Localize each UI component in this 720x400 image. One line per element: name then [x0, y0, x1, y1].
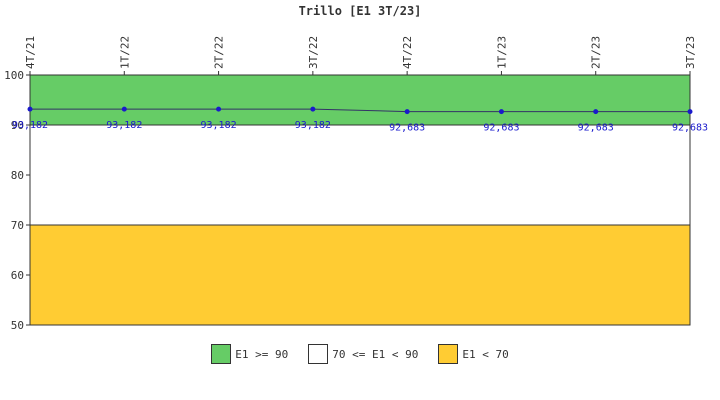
- y-tick-label-70: 70: [11, 219, 24, 232]
- point-3: [310, 106, 316, 112]
- data-label-4: 92,683: [389, 123, 425, 134]
- x-tick-label-3: 3T/22: [307, 36, 320, 69]
- legend-label-green: E1 >= 90: [235, 347, 289, 361]
- data-label-6: 92,683: [578, 123, 614, 134]
- point-4: [404, 109, 410, 115]
- legend-label-yellow: E1 < 70: [462, 347, 509, 361]
- legend-swatch-green: [211, 344, 232, 364]
- legend: E1 >= 90 70 <= E1 < 90 E1 < 70: [0, 344, 720, 364]
- y-tick-label-50: 50: [11, 319, 24, 332]
- legend-item-white: 70 <= E1 < 90: [308, 344, 418, 364]
- legend-item-green: E1 >= 90: [211, 344, 288, 364]
- x-tick-label-2: 2T/22: [213, 36, 226, 69]
- data-label-0: 93,182: [12, 120, 48, 131]
- series-line-0: [30, 108, 690, 113]
- point-1: [121, 106, 127, 112]
- point-5: [498, 109, 504, 115]
- y-tick-label-90: 90: [11, 119, 24, 132]
- x-tick-label-6: 2T/23: [590, 36, 603, 69]
- x-tick-label-5: 1T/23: [495, 36, 508, 69]
- y-tick-label-60: 60: [11, 269, 24, 282]
- chart-title: Trillo [E1 3T/23]: [299, 4, 422, 18]
- x-tick-label-0: 4T/21: [24, 36, 37, 69]
- legend-swatch-yellow: [438, 344, 459, 364]
- data-label-1: 93,182: [106, 120, 142, 131]
- x-axis: 4T/21 1T/22 2T/22 3T/22 4T/22 1T/23 2T/23 3T/23: [24, 36, 697, 75]
- point-0: [27, 106, 33, 112]
- legend-item-yellow: E1 < 70: [438, 344, 509, 364]
- threshold-bands: [29, 74, 691, 326]
- data-label-3: 93,182: [295, 120, 331, 131]
- x-tick-label-1: 1T/22: [118, 36, 131, 69]
- data-label-7: 92,683: [672, 123, 708, 134]
- point-6: [593, 109, 599, 115]
- point-7: [687, 109, 693, 115]
- y-tick-label-80: 80: [11, 169, 24, 182]
- x-tick-label-7: 3T/23: [684, 36, 697, 69]
- data-label-2: 93,182: [201, 120, 237, 131]
- data-labels: 93,182 93,182 93,182 93,182 92,683 92,683 92,6…: [12, 120, 708, 133]
- band-0: [29, 74, 691, 126]
- legend-label-white: 70 <= E1 < 90: [332, 347, 419, 361]
- y-axis: 50 60 70 80 90 100: [4, 69, 691, 332]
- band-1: [29, 124, 691, 226]
- series-line: [27, 106, 693, 115]
- band-2: [29, 224, 691, 326]
- y-tick-label-100: 100: [4, 69, 24, 82]
- data-label-5: 92,683: [483, 123, 519, 134]
- point-2: [216, 106, 222, 112]
- legend-swatch-white: [308, 344, 329, 364]
- x-tick-label-4: 4T/22: [401, 36, 414, 69]
